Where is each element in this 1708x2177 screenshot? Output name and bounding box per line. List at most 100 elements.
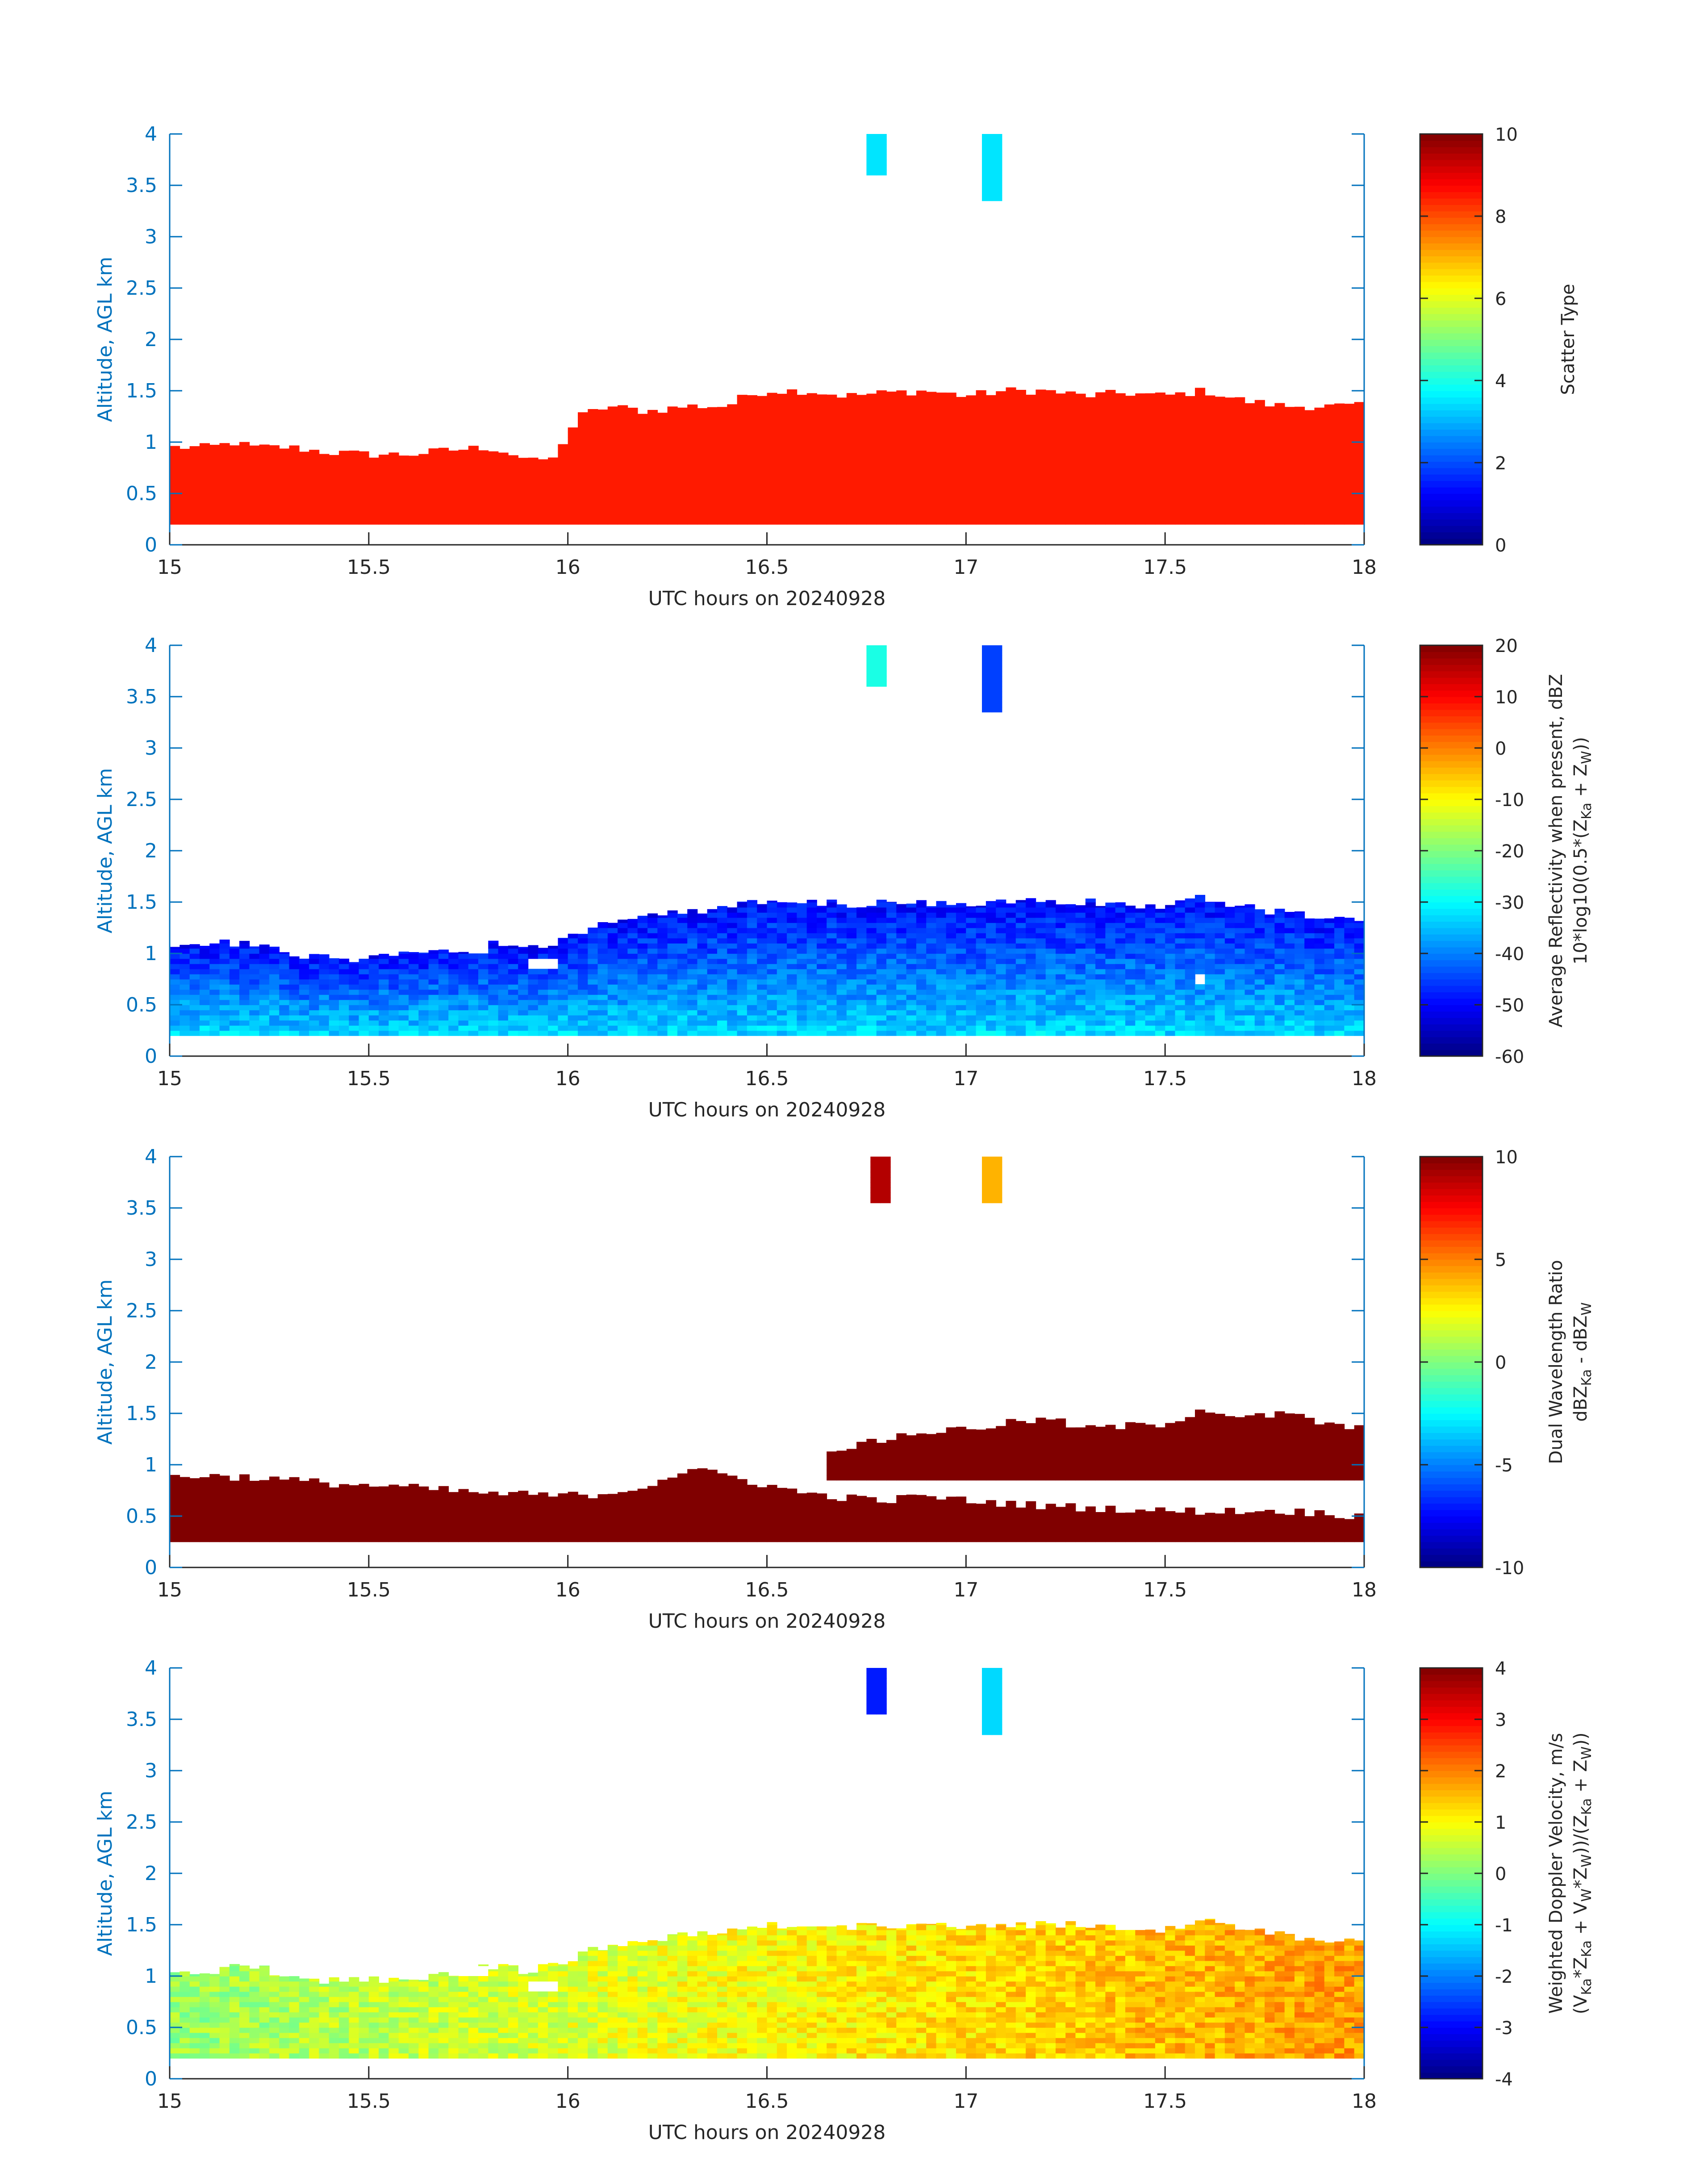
heatmap-cell [578,989,589,995]
heatmap-cell [1015,478,1026,484]
heatmap-cell [1045,437,1056,443]
heatmap-cell [618,422,628,427]
heatmap-cell [627,473,638,479]
heatmap-cell [428,498,439,504]
heatmap-cell [1095,958,1106,964]
heatmap-cell [976,422,986,427]
heatmap-cell [1015,390,1026,391]
heatmap-cell [1085,452,1096,458]
heatmap-cell [976,928,986,933]
heatmap-cell [1085,928,1096,933]
heatmap-cell [1215,422,1225,427]
heatmap-cell [677,509,688,514]
colorbar-segment [1420,365,1482,372]
heatmap-cell [976,938,986,944]
heatmap-cell [1065,1010,1076,1015]
heatmap-cell [438,1025,449,1031]
heatmap-cell [597,938,608,944]
heatmap-cell [568,964,578,969]
heatmap-cell [846,488,857,494]
heatmap-cell [707,447,718,453]
heatmap-cell [697,928,708,933]
heatmap-cell [578,943,589,949]
heatmap-cell [647,989,658,995]
heatmap-cell [976,452,986,458]
heatmap-cell [269,514,280,520]
heatmap-cell [777,422,787,427]
heatmap-cell [1006,483,1016,489]
heatmap-cell [1304,447,1315,453]
heatmap-cell [906,943,917,949]
heatmap-cell [1036,999,1046,1005]
heatmap-cell [558,979,568,985]
heatmap-cell [1006,938,1016,944]
heatmap-cell [1165,999,1176,1005]
heatmap-cell [219,447,230,453]
heatmap-cell [637,979,648,985]
heatmap-cell [409,478,419,484]
heatmap-cell [269,447,280,453]
heatmap-cell [707,1020,718,1026]
heatmap-cell [966,426,977,432]
heatmap-cell [1195,411,1206,417]
heatmap-cell [906,504,917,510]
heatmap-cell [806,912,817,918]
heatmap-cell [637,1025,648,1031]
heatmap-cell [687,416,698,422]
heatmap-cell [657,933,668,939]
heatmap-cell [1165,406,1176,412]
heatmap-cell [856,928,867,933]
heatmap-cell [229,1005,240,1011]
heatmap-cell [1354,473,1365,479]
heatmap-cell [1155,989,1165,995]
heatmap-cell [398,969,409,974]
heatmap-cell [637,989,648,995]
heatmap-cell [727,416,738,422]
heatmap-cell [239,483,250,489]
heatmap-cell [329,1015,339,1021]
heatmap-cell [518,964,529,969]
heatmap-cell [339,451,350,453]
heatmap-cell [618,519,628,525]
heatmap-cell [906,938,917,944]
heatmap-cell [956,483,967,489]
heatmap-cell [219,457,230,463]
heatmap-cell [1155,969,1165,974]
heatmap-cell [1334,457,1345,463]
heatmap-cell [478,457,489,463]
heatmap-cell [448,1025,459,1031]
heatmap-cell [966,483,977,489]
heatmap-cell [249,493,260,499]
heatmap-cell [992,159,1002,165]
heatmap-cell [836,426,847,432]
heatmap-cell [518,488,529,494]
heatmap-cell [180,1030,190,1036]
heatmap-cell [1105,912,1116,918]
heatmap-cell [992,170,1002,175]
heatmap-cell [1135,442,1146,448]
heatmap-cell [1205,422,1215,427]
heatmap-cell [1085,984,1096,990]
heatmap-cell [946,923,956,928]
heatmap-cell [170,509,180,514]
heatmap-cell [1036,411,1046,417]
heatmap-cell [986,1030,996,1036]
heatmap-cell [846,519,857,525]
heatmap-cell [209,463,220,468]
heatmap-cell [707,984,718,990]
heatmap-cell [1145,928,1156,933]
heatmap-cell [1185,396,1195,401]
heatmap-cell [498,483,509,489]
heatmap-cell [767,422,777,427]
heatmap-cell [806,1005,817,1011]
heatmap-cell [1244,442,1255,448]
heatmap-cell [727,411,738,417]
heatmap-cell [458,964,469,969]
heatmap-cell [1244,463,1255,468]
heatmap-cell [737,1010,748,1015]
heatmap-cell [1304,498,1315,504]
heatmap-cell [1165,1015,1176,1021]
heatmap-cell [1175,437,1186,443]
heatmap-cell [846,401,857,407]
heatmap-cell [936,989,947,995]
